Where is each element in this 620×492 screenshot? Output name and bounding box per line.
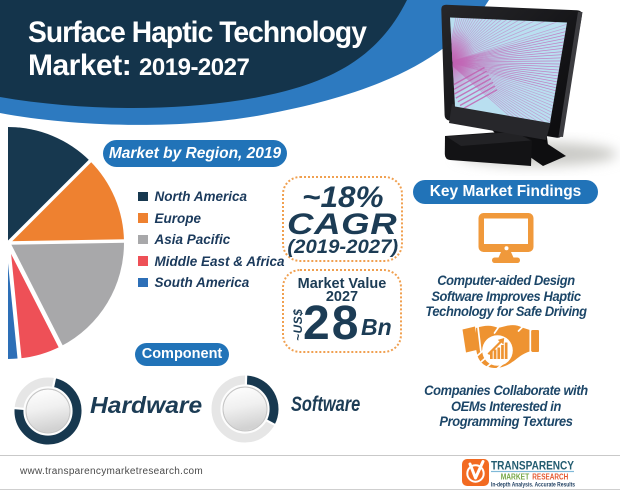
svg-text:In-depth Analysis. Accurate Re: In-depth Analysis. Accurate Results <box>491 482 575 489</box>
svg-text:RESEARCH: RESEARCH <box>532 472 568 482</box>
svg-text:MARKET: MARKET <box>501 472 530 482</box>
svg-text:TRANSPARENCY: TRANSPARENCY <box>491 458 575 472</box>
